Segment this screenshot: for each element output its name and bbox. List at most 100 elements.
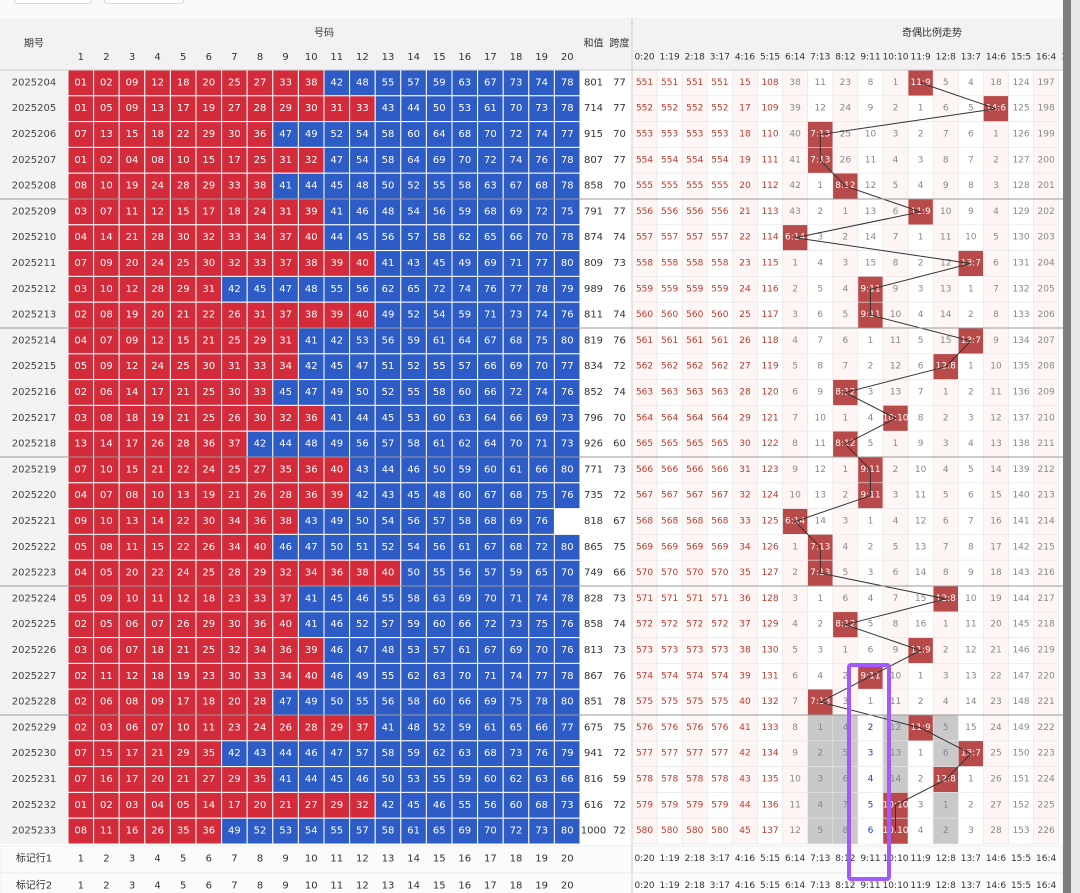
number-ball-cell[interactable] xyxy=(144,662,171,690)
number-ball-cell[interactable] xyxy=(144,404,171,432)
number-ball-cell[interactable] xyxy=(349,95,376,123)
number-ball-cell[interactable] xyxy=(451,688,479,716)
number-ball-cell[interactable] xyxy=(451,69,479,97)
number-ball-cell[interactable] xyxy=(502,508,530,535)
number-ball-cell[interactable] xyxy=(272,611,299,639)
number-ball-cell[interactable] xyxy=(451,662,479,690)
number-ball-cell[interactable] xyxy=(553,456,581,484)
number-ball-cell[interactable] xyxy=(221,353,248,381)
number-ball-cell[interactable] xyxy=(169,559,197,587)
number-ball-cell[interactable] xyxy=(477,637,504,664)
number-ball-cell[interactable] xyxy=(374,95,402,123)
number-ball-cell[interactable] xyxy=(272,327,299,355)
number-ball-cell[interactable] xyxy=(323,146,351,174)
number-ball-cell[interactable] xyxy=(323,662,351,690)
number-ball-cell[interactable] xyxy=(528,766,555,793)
number-ball-cell[interactable] xyxy=(553,353,581,381)
number-ball-cell[interactable] xyxy=(451,172,479,200)
number-ball-cell[interactable] xyxy=(67,146,95,174)
number-ball-cell[interactable] xyxy=(323,404,351,432)
number-ball-cell[interactable] xyxy=(477,508,504,535)
number-ball-cell[interactable] xyxy=(553,121,581,148)
number-ball-cell[interactable] xyxy=(425,766,453,793)
number-ball-cell[interactable] xyxy=(297,766,325,793)
number-ball-cell[interactable] xyxy=(246,404,274,432)
number-ball-cell[interactable] xyxy=(93,817,120,845)
number-ball-cell[interactable] xyxy=(297,688,325,716)
number-ball-cell[interactable] xyxy=(400,637,427,664)
number-ball-cell[interactable] xyxy=(272,508,299,535)
number-ball-cell[interactable] xyxy=(349,559,376,587)
number-ball-cell[interactable] xyxy=(374,379,402,406)
number-ball-cell[interactable] xyxy=(93,688,120,716)
number-ball-cell[interactable] xyxy=(477,766,504,793)
number-ball-cell[interactable] xyxy=(221,637,248,664)
number-ball-cell[interactable] xyxy=(118,404,146,432)
number-ball-cell[interactable] xyxy=(451,637,479,664)
number-ball-cell[interactable] xyxy=(528,456,555,484)
number-ball-cell[interactable] xyxy=(374,69,402,97)
toolbar-tab[interactable] xyxy=(104,0,184,4)
number-ball-cell[interactable] xyxy=(323,482,351,510)
number-ball-cell[interactable] xyxy=(144,740,171,768)
number-ball-cell[interactable] xyxy=(477,791,504,819)
number-ball-cell[interactable] xyxy=(144,533,171,561)
number-ball-cell[interactable] xyxy=(67,379,95,406)
number-ball-cell[interactable] xyxy=(144,585,171,613)
number-ball-cell[interactable] xyxy=(451,250,479,277)
number-ball-cell[interactable] xyxy=(246,508,274,535)
number-ball-cell[interactable] xyxy=(528,585,555,613)
number-ball-cell[interactable] xyxy=(272,559,299,587)
number-ball-cell[interactable] xyxy=(272,95,299,123)
number-ball-cell[interactable] xyxy=(297,585,325,613)
number-ball-cell[interactable] xyxy=(477,559,504,587)
number-ball-cell[interactable] xyxy=(400,198,427,226)
number-ball-cell[interactable] xyxy=(400,275,427,303)
number-ball-cell[interactable] xyxy=(553,404,581,432)
number-ball-cell[interactable] xyxy=(400,559,427,587)
number-ball-cell[interactable] xyxy=(374,559,402,587)
number-ball-cell[interactable] xyxy=(169,224,197,252)
number-ball-cell[interactable] xyxy=(451,740,479,768)
number-ball-cell[interactable] xyxy=(553,688,581,716)
number-ball-cell[interactable] xyxy=(553,327,581,355)
number-ball-cell[interactable] xyxy=(553,766,581,793)
number-ball-cell[interactable] xyxy=(349,740,376,768)
number-ball-cell[interactable] xyxy=(477,95,504,123)
number-ball-cell[interactable] xyxy=(67,662,95,690)
number-ball-cell[interactable] xyxy=(195,353,223,381)
toolbar-tab[interactable] xyxy=(14,0,92,4)
number-ball-cell[interactable] xyxy=(272,430,299,458)
number-ball-cell[interactable] xyxy=(477,121,504,148)
number-ball-cell[interactable] xyxy=(246,172,274,200)
number-ball-cell[interactable] xyxy=(246,456,274,484)
number-ball-cell[interactable] xyxy=(374,508,402,535)
number-ball-cell[interactable] xyxy=(374,146,402,174)
number-ball-cell[interactable] xyxy=(67,353,95,381)
number-ball-cell[interactable] xyxy=(349,791,376,819)
number-ball-cell[interactable] xyxy=(221,379,248,406)
number-ball-cell[interactable] xyxy=(246,301,274,329)
number-ball-cell[interactable] xyxy=(425,482,453,510)
number-ball-cell[interactable] xyxy=(246,533,274,561)
number-ball-cell[interactable] xyxy=(323,817,351,845)
number-ball-cell[interactable] xyxy=(297,301,325,329)
number-ball-cell[interactable] xyxy=(93,69,120,97)
number-ball-cell[interactable] xyxy=(195,172,223,200)
number-ball-cell[interactable] xyxy=(297,740,325,768)
number-ball-cell[interactable] xyxy=(93,146,120,174)
number-ball-cell[interactable] xyxy=(502,172,530,200)
number-ball-cell[interactable] xyxy=(553,430,581,458)
number-ball-cell[interactable] xyxy=(425,224,453,252)
number-ball-cell[interactable] xyxy=(272,379,299,406)
number-ball-cell[interactable] xyxy=(425,791,453,819)
number-ball-cell[interactable] xyxy=(67,637,95,664)
number-ball-cell[interactable] xyxy=(528,482,555,510)
number-ball-cell[interactable] xyxy=(221,404,248,432)
number-ball-cell[interactable] xyxy=(323,456,351,484)
number-ball-cell[interactable] xyxy=(195,688,223,716)
number-ball-cell[interactable] xyxy=(425,456,453,484)
number-ball-cell[interactable] xyxy=(553,250,581,277)
number-ball-cell[interactable] xyxy=(451,353,479,381)
number-ball-cell[interactable] xyxy=(451,301,479,329)
